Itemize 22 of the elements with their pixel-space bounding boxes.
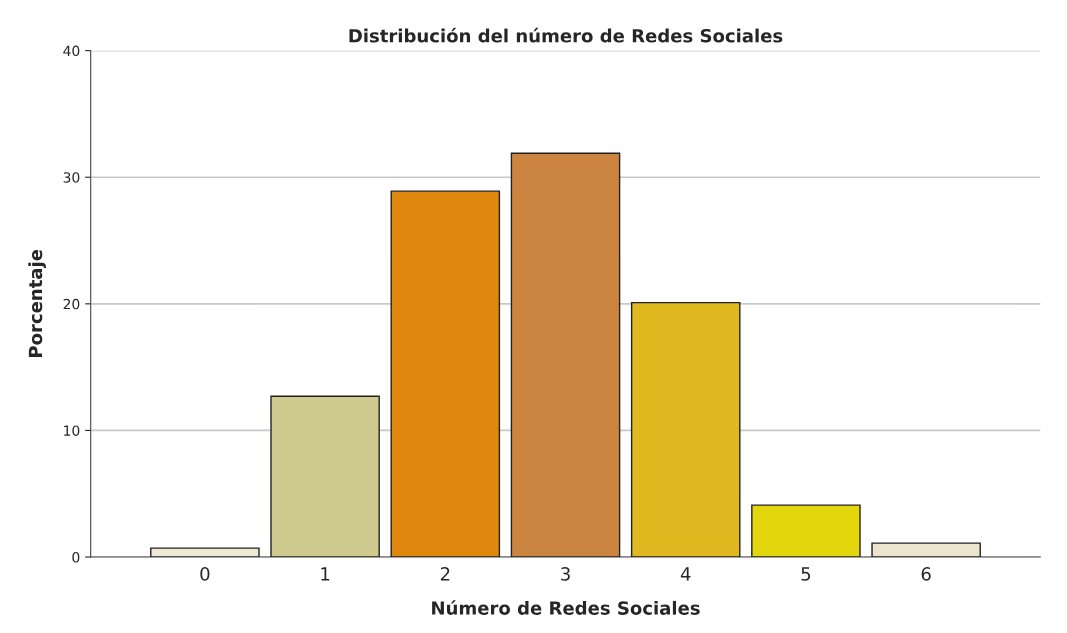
y-tick-label: 20 xyxy=(63,298,80,310)
bar xyxy=(510,152,621,558)
y-tick-label: 40 xyxy=(63,45,80,57)
bar xyxy=(871,542,981,558)
y-tick-label: 0 xyxy=(72,552,80,563)
bar xyxy=(270,395,380,558)
x-tick-label: 3 xyxy=(561,567,570,581)
y-tick-label: 10 xyxy=(64,425,80,436)
bar xyxy=(390,190,501,558)
bar xyxy=(150,547,260,558)
bar xyxy=(630,301,741,558)
x-tick-label: 2 xyxy=(440,567,450,581)
y-axis-title: Porcentaje xyxy=(28,249,46,357)
bar xyxy=(751,504,861,558)
x-axis-title: Número de Redes Sociales xyxy=(432,600,700,615)
x-tick-label: 0 xyxy=(200,567,210,581)
x-tick-label: 1 xyxy=(321,567,330,581)
x-tick-label: 5 xyxy=(801,567,811,581)
y-tick-label: 30 xyxy=(63,172,80,183)
x-tick-label: 6 xyxy=(921,567,931,581)
chart-title: Distribución del número de Redes Sociales xyxy=(349,27,783,43)
x-tick-label: 4 xyxy=(680,567,691,581)
